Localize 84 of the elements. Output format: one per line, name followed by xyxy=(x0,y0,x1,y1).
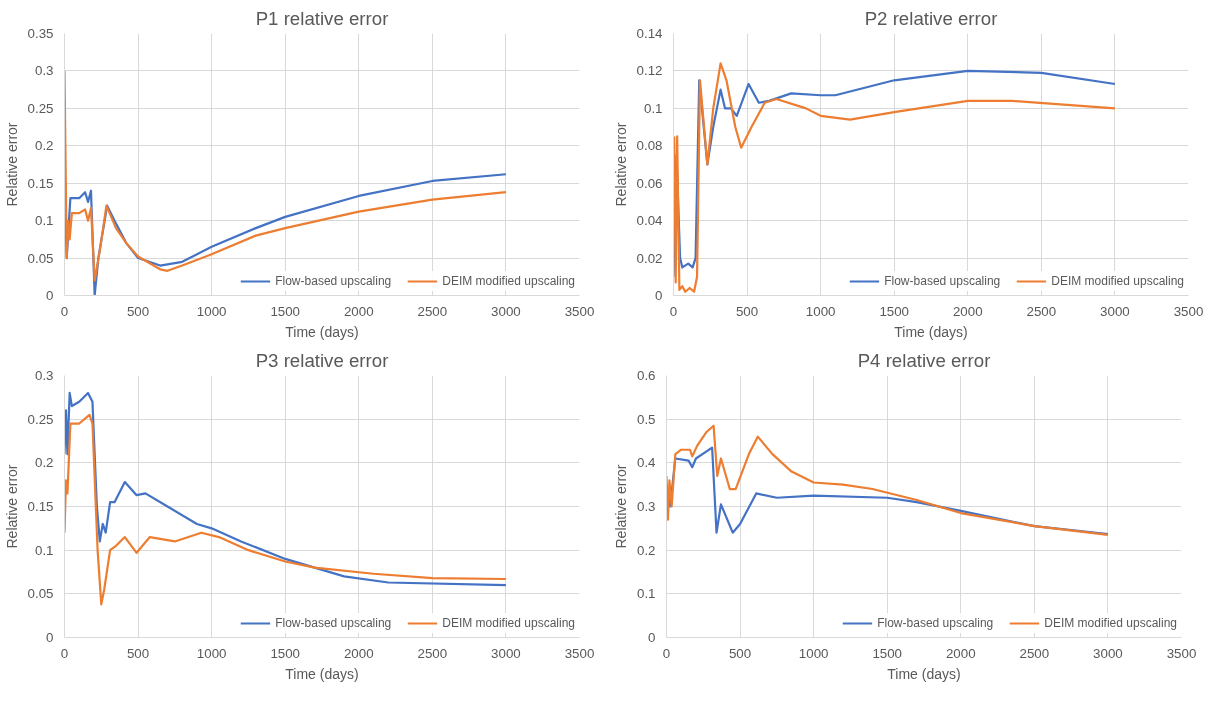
line-series xyxy=(666,424,1110,536)
y-axis-title: Relative error xyxy=(612,122,629,207)
x-tick-label: 1000 xyxy=(798,645,829,661)
legend-label: DEIM modified upscaling xyxy=(1044,616,1177,630)
chart-title: P4 relative error xyxy=(857,349,991,371)
x-tick-label: 1000 xyxy=(196,303,227,319)
x-tick-label: 500 xyxy=(735,303,759,319)
x-axis-title: Time (days) xyxy=(285,323,359,340)
y-tick-label: 0.25 xyxy=(27,411,54,427)
y-tick-label: 0.05 xyxy=(27,586,54,602)
y-axis-title: Relative error xyxy=(612,464,629,549)
y-tick-label: 0.08 xyxy=(636,138,663,154)
y-tick-label: 0 xyxy=(46,288,54,303)
y-tick-label: 0.1 xyxy=(636,586,656,602)
x-axis-title: Time (days) xyxy=(887,665,961,682)
chart-title: P1 relative error xyxy=(255,7,389,29)
x-tick-label: 2500 xyxy=(417,645,448,661)
x-tick-label: 3500 xyxy=(564,303,595,319)
x-tick-label: 500 xyxy=(126,303,150,319)
x-tick-label: 3500 xyxy=(1173,303,1204,319)
y-tick-label: 0.3 xyxy=(34,63,54,79)
y-tick-label: 0.05 xyxy=(27,250,54,266)
y-tick-label: 0.1 xyxy=(34,542,54,558)
y-tick-label: 0 xyxy=(46,630,54,645)
y-tick-label: 0.6 xyxy=(636,368,656,383)
x-tick-label: 2500 xyxy=(1019,645,1050,661)
y-tick-label: 0.3 xyxy=(636,499,656,514)
y-tick-label: 0 xyxy=(655,288,663,303)
y-tick-label: 0.4 xyxy=(636,455,657,471)
y-tick-label: 0.14 xyxy=(636,26,664,41)
x-tick-label: 3000 xyxy=(1093,645,1123,661)
x-tick-label: 1500 xyxy=(270,303,301,319)
y-tick-label: 0.3 xyxy=(34,368,54,383)
y-tick-label: 0.2 xyxy=(34,455,54,471)
x-tick-label: 3500 xyxy=(1166,645,1197,661)
chart-title: P2 relative error xyxy=(864,7,998,29)
y-axis-title: Relative error xyxy=(3,464,20,549)
y-tick-label: 0.2 xyxy=(636,542,656,558)
x-tick-label: 500 xyxy=(728,645,752,661)
x-tick-label: 1000 xyxy=(805,303,836,319)
y-tick-label: 0.1 xyxy=(643,100,663,116)
y-tick-label: 0.2 xyxy=(34,138,54,154)
legend-label: DEIM modified upscaling xyxy=(442,616,575,630)
y-tick-label: 0.04 xyxy=(636,213,664,229)
x-tick-label: 3000 xyxy=(491,645,521,661)
legend-label: Flow-based upscaling xyxy=(275,616,392,630)
y-tick-label: 0.1 xyxy=(34,213,54,229)
line-series xyxy=(64,413,508,606)
y-tick-label: 0.25 xyxy=(27,100,54,116)
x-tick-label: 1500 xyxy=(270,645,301,661)
chart-title: P3 relative error xyxy=(255,349,389,371)
x-tick-label: 0 xyxy=(60,303,69,319)
y-tick-label: 0 xyxy=(648,630,656,645)
x-tick-label: 0 xyxy=(60,645,69,661)
x-tick-label: 1000 xyxy=(196,645,227,661)
y-tick-label: 0.35 xyxy=(27,26,54,41)
legend-label: Flow-based upscaling xyxy=(275,274,392,288)
y-tick-label: 0.12 xyxy=(636,63,663,79)
y-tick-label: 0.15 xyxy=(27,499,54,514)
x-tick-label: 3000 xyxy=(1100,303,1130,319)
legend-label: DEIM modified upscaling xyxy=(1051,274,1184,288)
x-tick-label: 1500 xyxy=(879,303,910,319)
legend-label: Flow-based upscaling xyxy=(877,616,994,630)
y-tick-label: 0.02 xyxy=(636,250,663,266)
x-tick-label: 2000 xyxy=(945,645,976,661)
x-tick-label: 2000 xyxy=(343,645,374,661)
x-tick-label: 2500 xyxy=(1026,303,1057,319)
x-tick-label: 2000 xyxy=(952,303,983,319)
y-tick-label: 0.15 xyxy=(27,175,54,191)
y-axis-title: Relative error xyxy=(3,122,20,207)
x-tick-label: 2500 xyxy=(417,303,448,319)
y-tick-label: 0.5 xyxy=(636,411,656,427)
y-tick-label: 0.06 xyxy=(636,175,663,191)
x-tick-label: 0 xyxy=(669,303,678,319)
x-axis-title: Time (days) xyxy=(285,665,359,682)
x-tick-label: 3000 xyxy=(491,303,521,319)
line-series xyxy=(64,391,508,587)
legend-label: Flow-based upscaling xyxy=(884,274,1001,288)
x-tick-label: 2000 xyxy=(343,303,374,319)
x-axis-title: Time (days) xyxy=(894,323,968,340)
x-tick-label: 500 xyxy=(126,645,150,661)
x-tick-label: 1500 xyxy=(872,645,903,661)
legend-label: DEIM modified upscaling xyxy=(442,274,575,288)
x-tick-label: 3500 xyxy=(564,645,595,661)
